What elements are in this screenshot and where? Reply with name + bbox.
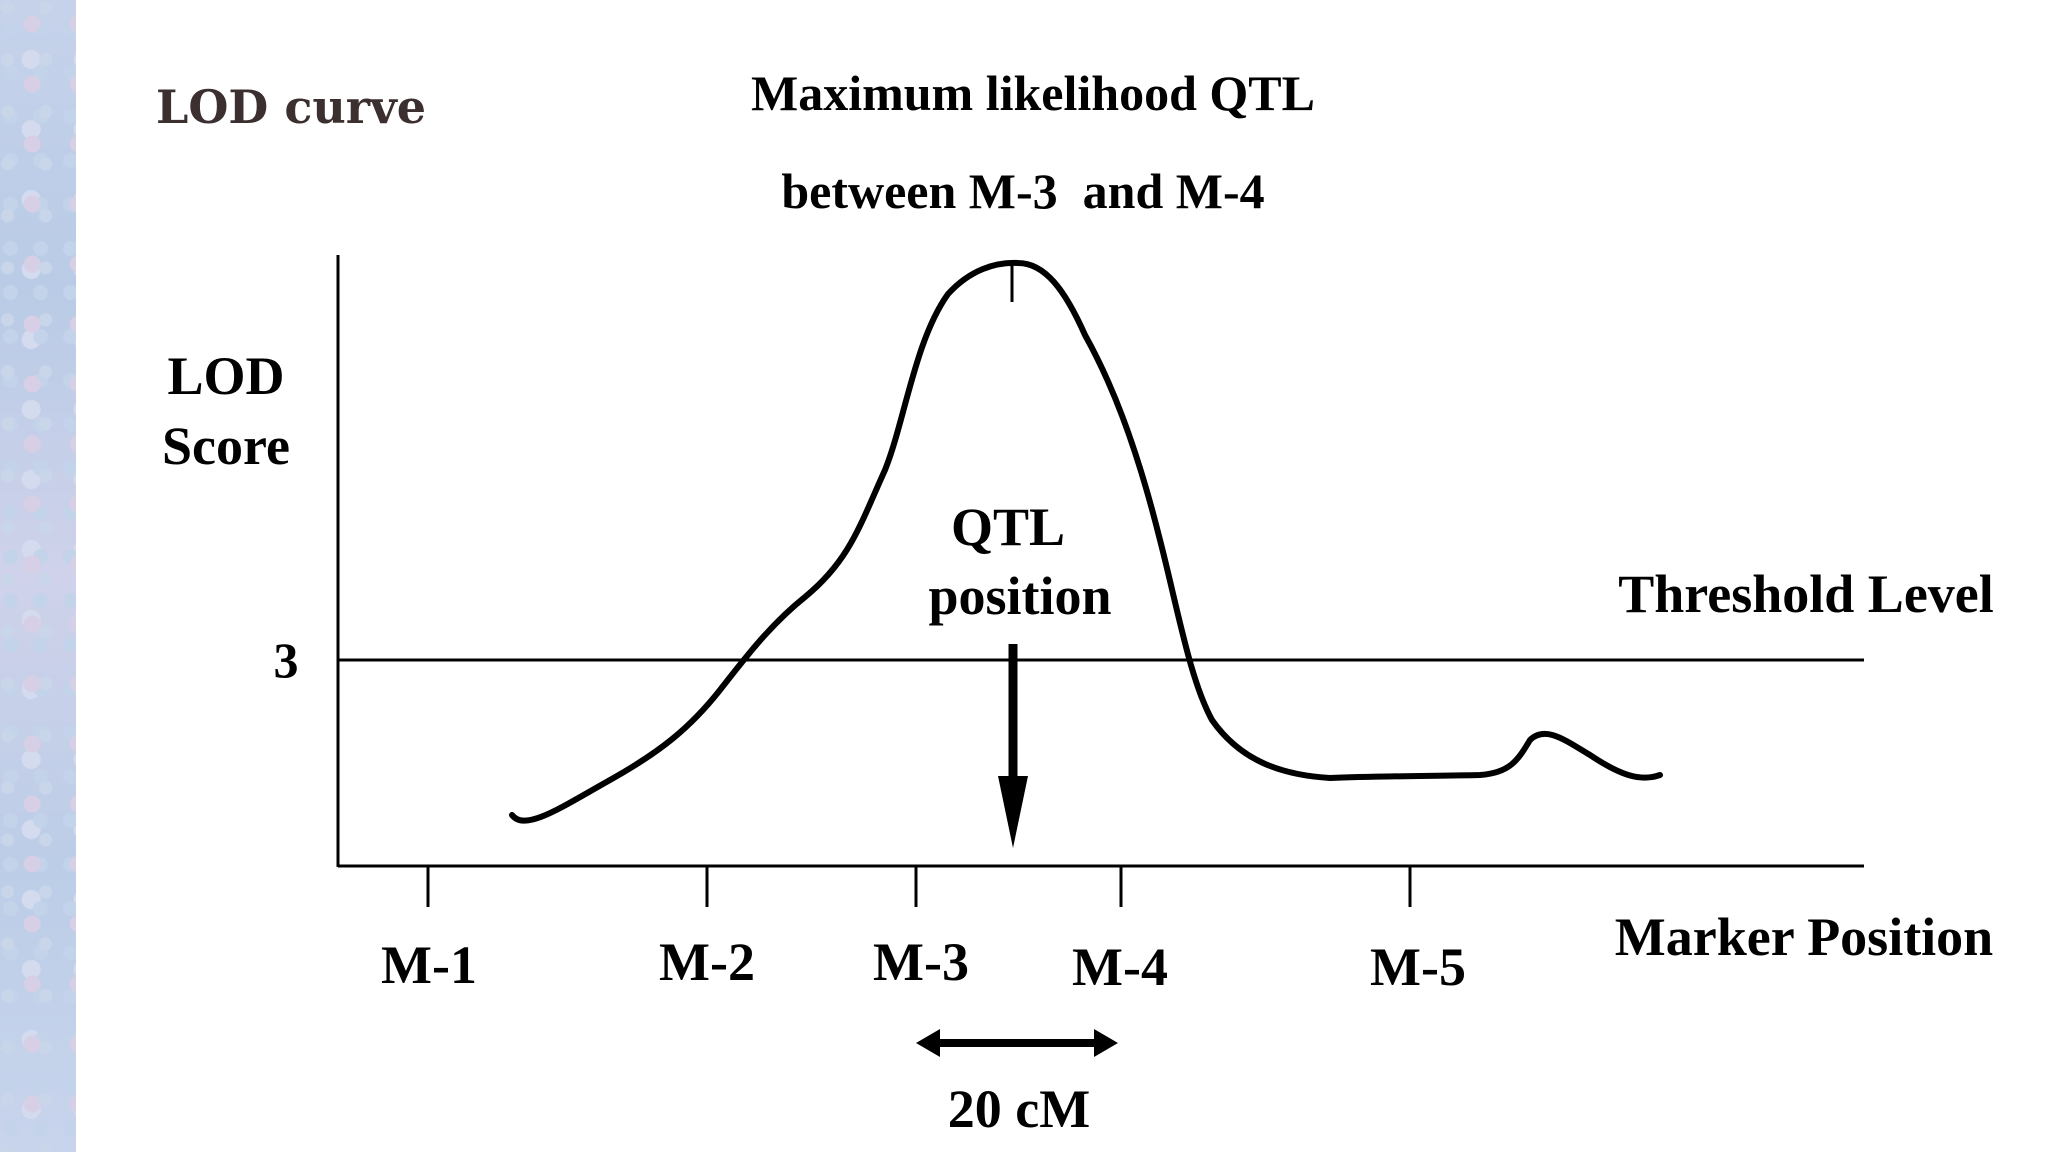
lod-curve: [509, 259, 1663, 824]
qtl-label-line2: position: [928, 566, 1111, 626]
diagram-heading-line2: between M-3 and M-4: [781, 163, 1264, 219]
qtl-label-line1: QTL: [951, 497, 1065, 557]
diagram-heading-line1: Maximum likelihood QTL: [751, 65, 1315, 121]
threshold-value: 3: [274, 632, 299, 688]
y-axis-label-line2: Score: [162, 416, 290, 476]
slide-title: LOD curve: [156, 80, 427, 134]
down-arrow-icon: [998, 644, 1028, 848]
marker-label-m2: M-2: [659, 932, 755, 992]
threshold-label: Threshold Level: [1618, 564, 1994, 624]
marker-label-m5: M-5: [1370, 937, 1466, 997]
marker-label-m3: M-3: [873, 932, 969, 992]
decorative-side-strip: [0, 0, 76, 1152]
x-axis-label: Marker Position: [1615, 907, 1993, 967]
y-axis-label-line1: LOD: [167, 346, 284, 406]
marker-label-m1: M-1: [381, 935, 477, 995]
marker-label-m4: M-4: [1072, 937, 1168, 997]
scale-label: 20 cM: [948, 1079, 1090, 1139]
double-headed-arrow-icon: [916, 1029, 1118, 1057]
